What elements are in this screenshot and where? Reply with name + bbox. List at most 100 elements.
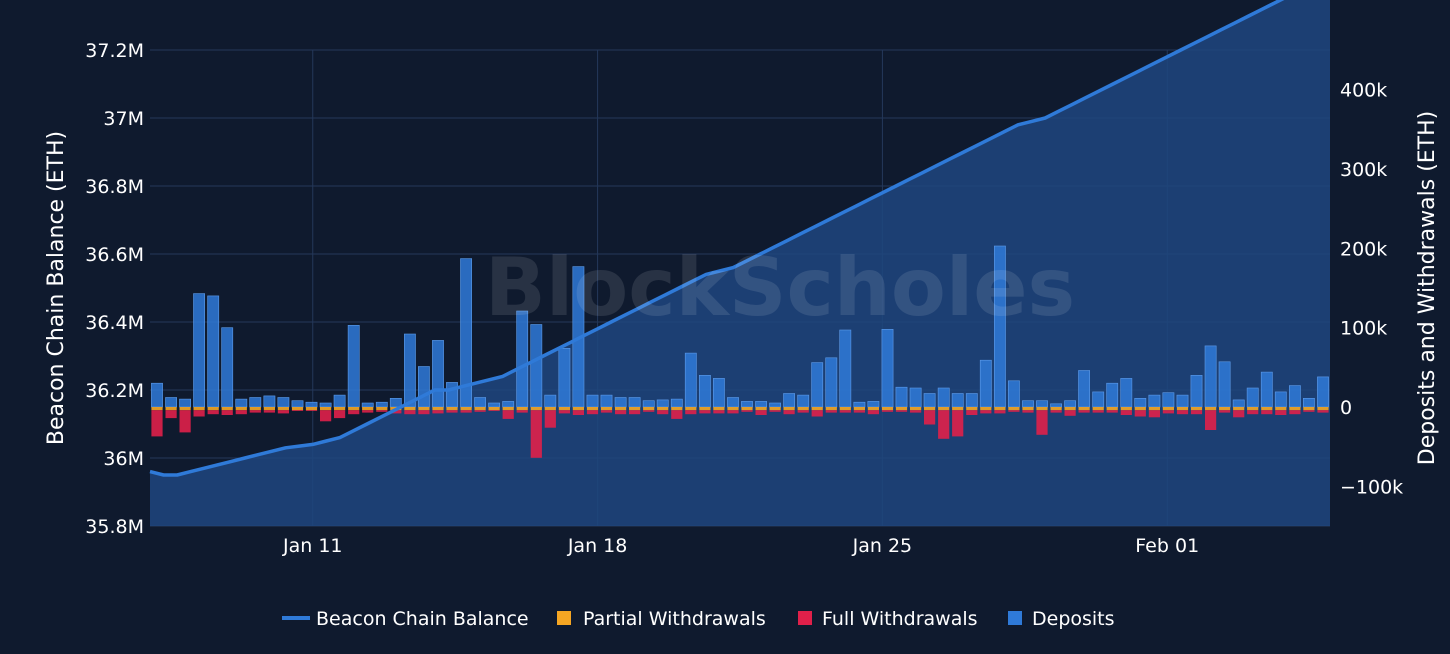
deposit-bar	[586, 394, 599, 408]
y-left-tick-label: 37.2M	[85, 40, 144, 62]
full-withdrawal-bar	[1261, 410, 1273, 415]
deposit-bar	[558, 347, 571, 408]
full-withdrawal-bar	[1078, 410, 1090, 413]
full-withdrawal-bar	[1303, 410, 1315, 412]
full-withdrawal-bar	[376, 410, 388, 412]
deposit-bar	[263, 395, 276, 408]
deposit-bar	[1190, 374, 1203, 408]
partial-withdrawal-bar	[151, 407, 163, 411]
full-withdrawal-bar	[404, 410, 416, 415]
full-withdrawal-bar	[1022, 410, 1034, 413]
deposit-bar	[474, 397, 486, 408]
legend-item: Full Withdrawals	[798, 608, 978, 630]
full-withdrawal-bar	[1106, 410, 1118, 413]
partial-withdrawal-bar	[924, 407, 936, 411]
partial-withdrawal-bar	[544, 407, 556, 411]
deposit-bar	[1050, 403, 1062, 408]
full-withdrawal-bar	[615, 410, 627, 415]
legend-label: Beacon Chain Balance	[316, 608, 529, 630]
x-tick-label: Jan 18	[567, 535, 628, 557]
deposit-bar	[249, 397, 262, 408]
full-withdrawal-bar	[558, 410, 570, 414]
full-withdrawal-bar	[881, 410, 894, 412]
full-withdrawal-bar	[699, 410, 711, 414]
full-withdrawal-bar	[685, 410, 697, 415]
full-withdrawal-bar	[530, 410, 542, 458]
partial-withdrawal-bar	[685, 407, 697, 411]
partial-withdrawal-bar	[530, 407, 542, 411]
y-right-tick-label: −100k	[1340, 476, 1403, 498]
partial-withdrawal-bar	[952, 407, 964, 411]
full-withdrawal-bar	[193, 410, 205, 417]
balance-area-fill	[150, 0, 1330, 526]
full-withdrawal-bar	[952, 410, 964, 437]
partial-withdrawal-bar	[910, 407, 922, 411]
full-withdrawal-bar	[980, 410, 992, 414]
partial-withdrawal-bar	[418, 407, 430, 411]
deposit-bar	[727, 397, 739, 408]
balance-line	[149, 0, 1285, 477]
full-withdrawal-bar	[1008, 410, 1020, 412]
y-right-tick-label: 300k	[1340, 159, 1387, 181]
full-withdrawal-bar	[1205, 410, 1217, 430]
partial-withdrawal-bar	[1233, 407, 1245, 411]
full-withdrawal-bar	[1148, 410, 1160, 418]
y-left-tick-label: 37M	[103, 108, 144, 130]
deposit-bar	[165, 397, 177, 408]
full-withdrawal-bar	[713, 410, 725, 414]
deposit-bar	[1106, 382, 1119, 408]
y-left-tick-labels: 35.8M 36M 36.2M 36.4M 36.6M 36.8M 37M 37.2M	[85, 40, 144, 538]
legend-label: Full Withdrawals	[822, 608, 978, 630]
partial-withdrawal-bar	[348, 407, 360, 411]
deposit-bar	[979, 359, 992, 408]
partial-withdrawal-bar	[1190, 407, 1203, 411]
deposit-bar	[305, 401, 318, 408]
deposit-bar	[417, 366, 430, 408]
full-withdrawal-bar	[502, 410, 514, 419]
y-right-tick-label: 200k	[1340, 238, 1387, 260]
partial-withdrawal-bar	[474, 407, 486, 411]
partial-withdrawal-bar	[572, 407, 584, 411]
partial-withdrawal-bar	[699, 407, 711, 411]
full-withdrawal-bar	[474, 410, 486, 412]
full-withdrawal-bar	[320, 410, 332, 422]
partial-withdrawal-bar	[446, 407, 458, 411]
full-withdrawal-bar	[629, 410, 641, 415]
deposit-bar	[1303, 397, 1315, 408]
legend-swatch-box	[798, 611, 812, 625]
full-withdrawal-bar	[334, 410, 346, 419]
full-withdrawal-bar	[657, 410, 669, 415]
partial-withdrawal-bar	[895, 407, 908, 411]
deposit-bar	[375, 401, 388, 408]
partial-withdrawal-bar	[783, 407, 795, 411]
full-withdrawal-bar	[1036, 410, 1048, 435]
watermark-text: BlockScholes	[485, 241, 1075, 334]
full-withdrawal-bar	[263, 410, 275, 413]
deposit-bar	[347, 324, 360, 408]
full-withdrawal-bar	[1317, 410, 1329, 413]
partial-withdrawal-bar	[1106, 407, 1118, 411]
legend-swatch-box	[1008, 611, 1022, 625]
partial-withdrawal-bar	[1317, 407, 1329, 411]
partial-withdrawal-bar	[600, 407, 613, 411]
partial-withdrawal-bar	[629, 407, 641, 411]
partial-withdrawal-bar	[432, 407, 444, 411]
partial-withdrawal-bar	[376, 407, 388, 411]
full-withdrawal-bar	[1247, 410, 1259, 415]
full-withdrawal-bar	[418, 410, 430, 415]
deposit-bar	[698, 374, 711, 408]
deposit-bar	[670, 398, 683, 408]
full-withdrawal-bar	[249, 410, 261, 413]
deposit-bar	[811, 362, 824, 408]
partial-withdrawal-bar	[291, 407, 304, 411]
full-withdrawal-bar	[783, 410, 795, 415]
partial-withdrawal-bar	[320, 407, 332, 411]
partial-withdrawal-bar	[249, 407, 261, 411]
partial-withdrawal-bar	[1008, 407, 1020, 411]
partial-withdrawal-bar	[1289, 407, 1301, 411]
partial-withdrawal-bar	[811, 407, 823, 411]
full-withdrawal-bar	[1219, 410, 1231, 413]
deposit-bar	[1289, 385, 1301, 408]
deposit-bar	[755, 401, 767, 408]
